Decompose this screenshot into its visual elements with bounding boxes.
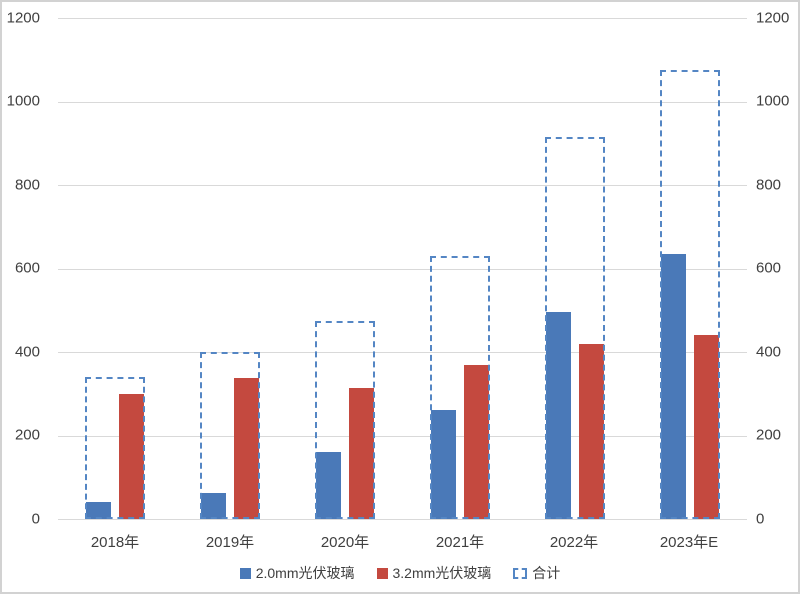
legend-item-total: 合计 [513, 563, 560, 583]
bar-3-2mm [578, 343, 604, 519]
y-axis-left-tick-label: 1000 [6, 92, 40, 110]
gridline [58, 268, 747, 270]
total-dashed-outline [659, 70, 720, 519]
x-axis-category-label: 2018年 [90, 534, 140, 551]
gridline [58, 519, 747, 520]
y-axis-right-tick-label: 200 [756, 426, 782, 444]
gridline [58, 185, 747, 186]
total-dashed-outline [429, 255, 490, 519]
bar-2-0mm [201, 492, 227, 519]
bar-3-2mm [234, 378, 260, 519]
plot-area [58, 18, 747, 520]
bar-2-0mm [430, 410, 456, 519]
bar-3-2mm [349, 387, 375, 519]
gridline [58, 18, 747, 19]
total-dashed-outline [200, 352, 261, 519]
x-axis-category-label: 2019年 [205, 534, 255, 551]
bar-3-2mm [463, 364, 489, 519]
x-axis-category-label: 2020年 [320, 534, 370, 551]
y-axis-left-tick-label: 0 [31, 510, 40, 528]
bar-2-0mm [316, 452, 342, 519]
total-dashed-outline [85, 377, 146, 519]
gridline [58, 435, 747, 437]
y-axis-right-tick-label: 0 [756, 510, 765, 528]
legend-swatch-3-2mm-icon [376, 567, 388, 579]
y-axis-right-tick-label: 1200 [756, 9, 790, 27]
y-axis-left-tick-label: 600 [14, 259, 40, 277]
x-axis-category-label: 2023年E [659, 534, 719, 551]
legend-item-2-0mm: 2.0mm光伏玻璃 [239, 563, 355, 583]
legend-label-3-2mm: 3.2mm光伏玻璃 [392, 565, 492, 581]
y-axis-left-tick-label: 1200 [6, 9, 40, 27]
y-axis-left-tick-label: 200 [14, 426, 40, 444]
bar-2-0mm [545, 312, 571, 519]
legend-label-total: 合计 [532, 565, 561, 581]
y-axis-left-tick-label: 800 [14, 176, 40, 194]
y-axis-right-tick-label: 1000 [756, 92, 790, 110]
legend-item-3-2mm: 3.2mm光伏玻璃 [376, 563, 492, 583]
legend-swatch-2-0mm-icon [239, 567, 251, 579]
y-axis-left-tick-label: 400 [14, 343, 40, 361]
y-axis-right-tick-label: 800 [756, 176, 782, 194]
bar-3-2mm [693, 335, 719, 519]
y-axis-right-tick-label: 600 [756, 259, 782, 277]
bar-2-0mm [86, 502, 112, 519]
y-axis-right-tick-label: 400 [756, 343, 782, 361]
x-axis-category-label: 2022年 [549, 534, 599, 551]
total-dashed-outline [544, 137, 605, 519]
x-axis-category-label: 2021年 [435, 534, 485, 551]
legend-label-2-0mm: 2.0mm光伏玻璃 [255, 565, 355, 581]
bar-3-2mm [119, 393, 145, 519]
legend-swatch-total-icon [513, 567, 528, 579]
bar-2-0mm [660, 253, 686, 519]
gridline [58, 352, 747, 353]
legend: 2.0mm光伏玻璃 3.2mm光伏玻璃 合计 [2, 563, 798, 583]
gridline [58, 101, 747, 103]
total-dashed-outline [315, 320, 376, 519]
